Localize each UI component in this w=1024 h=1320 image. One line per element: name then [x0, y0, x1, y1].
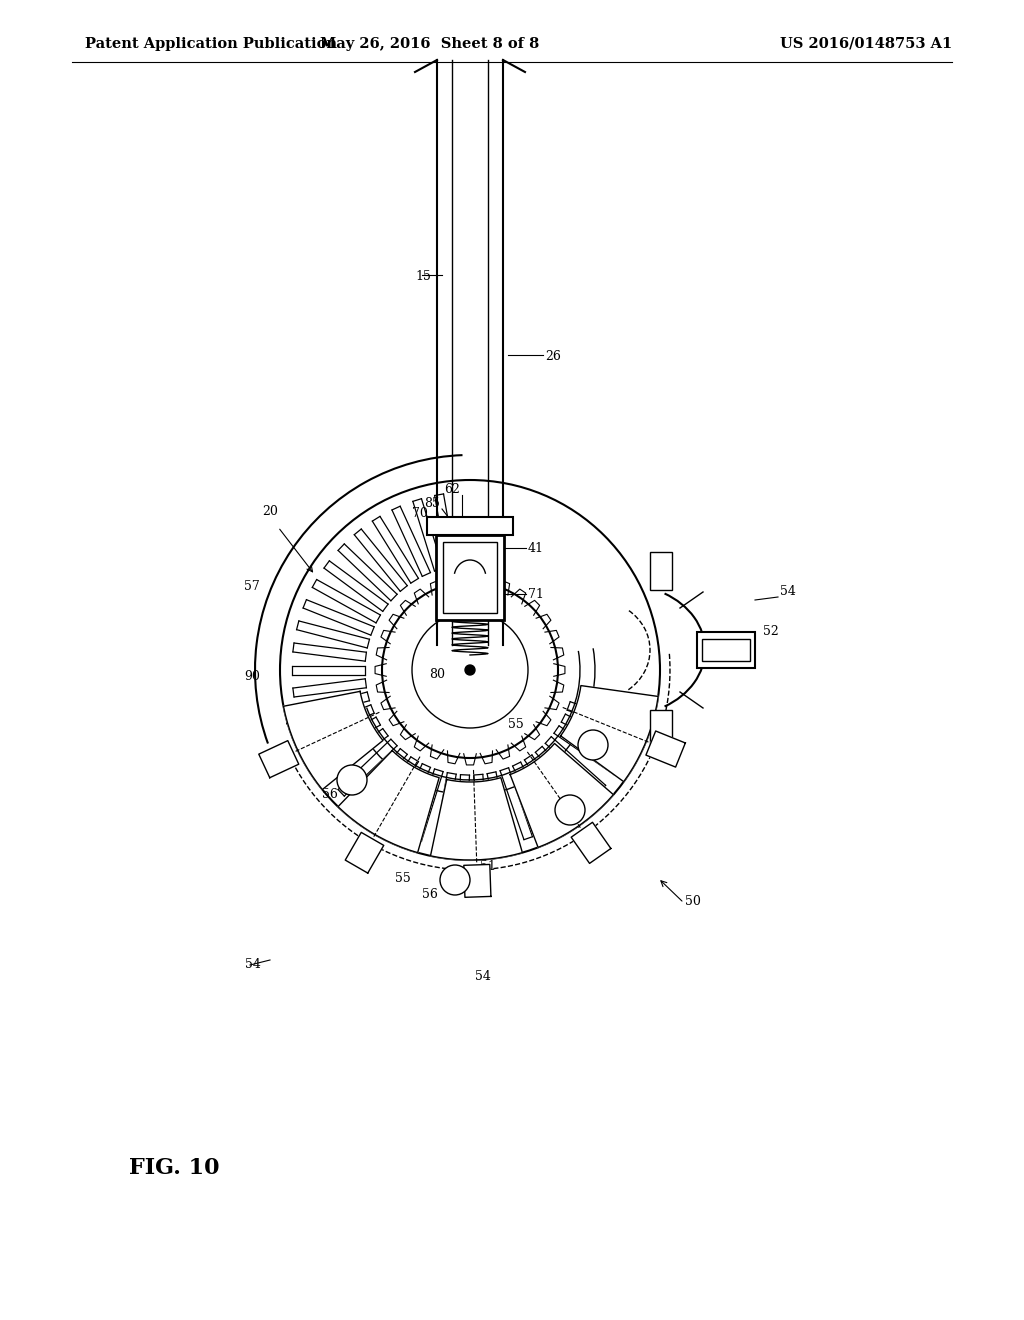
Bar [427, 517, 513, 535]
Text: FIG. 10: FIG. 10 [129, 1158, 219, 1179]
Text: 70: 70 [412, 507, 428, 520]
Text: 50: 50 [685, 895, 700, 908]
Polygon shape [510, 743, 613, 847]
Circle shape [465, 665, 475, 675]
Text: 51: 51 [480, 861, 496, 873]
Text: 55: 55 [395, 873, 411, 884]
Text: 15: 15 [415, 271, 431, 282]
Polygon shape [571, 822, 611, 863]
Bar [436, 535, 504, 620]
Circle shape [440, 865, 470, 895]
Text: 54: 54 [245, 958, 261, 972]
Polygon shape [345, 833, 384, 873]
Text: 90: 90 [244, 671, 260, 682]
Text: 51: 51 [305, 750, 321, 763]
Text: 57: 57 [245, 579, 260, 593]
Text: 80: 80 [429, 668, 445, 681]
Text: May 26, 2016  Sheet 8 of 8: May 26, 2016 Sheet 8 of 8 [321, 37, 540, 50]
Text: 56: 56 [565, 818, 581, 832]
Polygon shape [560, 685, 658, 781]
Text: 56: 56 [542, 768, 558, 781]
Circle shape [578, 730, 608, 760]
Polygon shape [338, 751, 439, 853]
Text: 55: 55 [285, 715, 301, 729]
Text: 56: 56 [422, 888, 438, 902]
Text: 51: 51 [588, 722, 604, 735]
Text: 71: 71 [528, 587, 544, 601]
Polygon shape [464, 865, 490, 898]
Text: 55: 55 [508, 718, 523, 731]
Text: US 2016/0148753 A1: US 2016/0148753 A1 [780, 37, 952, 50]
Bar [702, 639, 750, 661]
Text: 54: 54 [780, 585, 796, 598]
Polygon shape [646, 731, 685, 767]
Bar [697, 632, 755, 668]
Text: 56: 56 [322, 788, 338, 801]
Polygon shape [284, 692, 383, 789]
Bar [650, 710, 672, 748]
Text: 52: 52 [763, 624, 778, 638]
Text: 62: 62 [444, 483, 460, 496]
Text: 20: 20 [262, 506, 278, 517]
Circle shape [555, 795, 585, 825]
Text: Patent Application Publication: Patent Application Publication [85, 37, 337, 50]
Text: 26: 26 [545, 350, 561, 363]
Polygon shape [430, 777, 522, 861]
Circle shape [337, 766, 367, 795]
Text: 85: 85 [424, 498, 440, 510]
Bar [443, 543, 497, 612]
Bar [650, 552, 672, 590]
Polygon shape [259, 741, 299, 777]
Text: 41: 41 [528, 543, 544, 554]
Text: 54: 54 [475, 970, 490, 983]
